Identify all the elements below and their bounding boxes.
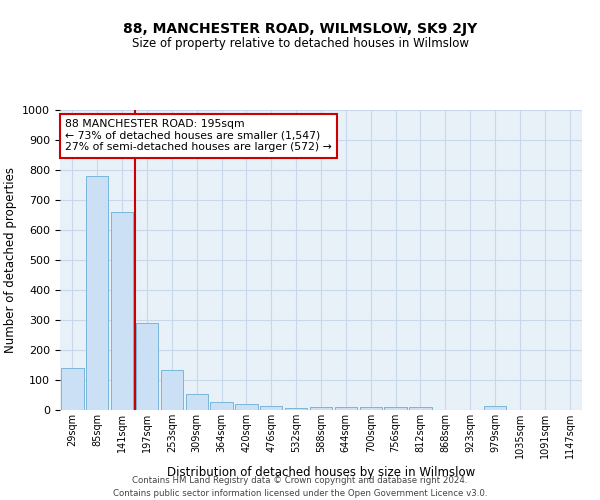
Text: Contains HM Land Registry data © Crown copyright and database right 2024.
Contai: Contains HM Land Registry data © Crown c… — [113, 476, 487, 498]
Bar — [285, 408, 307, 410]
Bar — [161, 370, 183, 410]
Bar — [335, 407, 357, 410]
Bar — [385, 408, 407, 410]
Bar — [111, 212, 133, 410]
X-axis label: Distribution of detached houses by size in Wilmslow: Distribution of detached houses by size … — [167, 466, 475, 479]
Y-axis label: Number of detached properties: Number of detached properties — [4, 167, 17, 353]
Bar — [235, 404, 257, 410]
Bar — [484, 406, 506, 410]
Bar — [359, 406, 382, 410]
Bar — [185, 394, 208, 410]
Text: 88 MANCHESTER ROAD: 195sqm
← 73% of detached houses are smaller (1,547)
27% of s: 88 MANCHESTER ROAD: 195sqm ← 73% of deta… — [65, 119, 332, 152]
Text: 88, MANCHESTER ROAD, WILMSLOW, SK9 2JY: 88, MANCHESTER ROAD, WILMSLOW, SK9 2JY — [123, 22, 477, 36]
Bar — [260, 406, 283, 410]
Bar — [409, 407, 431, 410]
Bar — [86, 176, 109, 410]
Text: Size of property relative to detached houses in Wilmslow: Size of property relative to detached ho… — [131, 38, 469, 51]
Bar — [136, 323, 158, 410]
Bar — [61, 368, 83, 410]
Bar — [211, 402, 233, 410]
Bar — [310, 407, 332, 410]
